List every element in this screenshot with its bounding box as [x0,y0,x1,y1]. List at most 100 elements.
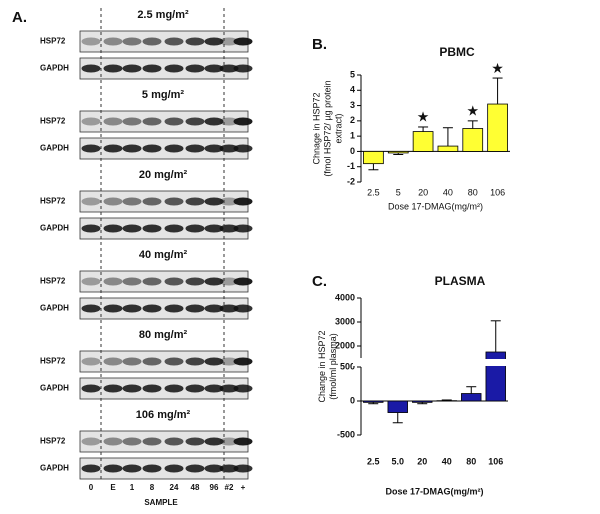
blot-band [103,224,123,233]
blot-band [204,304,224,313]
y-tick-label: 2000 [335,340,355,350]
y-tick-label: 5 [350,69,355,79]
blot-band [164,117,184,126]
x-tick-label: 80 [466,456,476,466]
blot-band [164,224,184,233]
y-axis-label: (fmol/ml plasma) [328,333,338,400]
y-tick-label: 1 [350,131,355,141]
blot-band [204,197,224,206]
lane-label: 8 [150,483,155,492]
blot-band [142,64,162,73]
row-label: HSP72 [40,277,66,286]
y-tick-label: 3 [350,100,355,110]
blot-band [185,464,205,473]
blot-band [142,357,162,366]
blot-band [164,197,184,206]
x-tick-label: 20 [417,456,427,466]
blot-band [103,437,123,446]
row-label: GAPDH [40,384,69,393]
blot-band [185,277,205,286]
blot-band [164,384,184,393]
dose-heading: 20 mg/m² [139,169,188,181]
lane-label: 0 [89,483,94,492]
y-tick-label: 2 [350,115,355,125]
bar [462,128,484,152]
blot-band [122,197,142,206]
row-label: GAPDH [40,224,69,233]
blot-band [103,304,123,313]
bar [387,400,408,413]
blot-band [122,117,142,126]
blot-band [233,144,253,153]
blot-band [233,277,253,286]
blot-band [185,357,205,366]
blot-band [81,224,101,233]
blot-band [81,304,101,313]
lane-label: + [241,483,246,492]
bar [412,400,433,403]
blot-band [233,357,253,366]
annotation: ★ [417,109,430,125]
x-tick-label: 2.5 [367,187,380,197]
blot-band [233,117,253,126]
blot-band [164,357,184,366]
y-tick-label: 500 [340,361,355,371]
panel-label: A. [12,9,27,26]
blot-band [204,224,224,233]
blot-band [185,384,205,393]
row-label: HSP72 [40,437,66,446]
blot-band [164,64,184,73]
blot-band [204,277,224,286]
axis-break [353,359,510,366]
row-label: GAPDH [40,64,69,73]
panel-label: B. [312,36,327,53]
blot-band [164,464,184,473]
blot-band [103,384,123,393]
row-label: HSP72 [40,357,66,366]
blot-band [122,64,142,73]
blot-band [204,117,224,126]
lane-label: 1 [130,483,135,492]
y-tick-label: 4 [350,85,355,95]
blot-band [164,304,184,313]
x-tick-label: 5 [396,187,401,197]
blot-band [122,144,142,153]
annotation: ★ [466,103,479,119]
x-axis-label: Dose 17-DMAG(mg/m²) [388,201,483,211]
blot-band [185,437,205,446]
row-label: GAPDH [40,464,69,473]
blot-band [103,197,123,206]
y-tick-label: 0 [350,395,355,405]
blot-band [81,144,101,153]
blot-band [233,384,253,393]
lane-label: #2 [225,483,234,492]
blot-band [164,37,184,46]
x-tick-label: 106 [490,187,505,197]
blot-band [103,357,123,366]
blot-band [204,144,224,153]
blot-band [122,357,142,366]
blot-band [233,304,253,313]
y-axis-label: Chnage in HSP72 [311,92,321,164]
lane-label: 96 [210,483,219,492]
blot-band [103,277,123,286]
blot-band [219,437,239,446]
lane-label: 24 [170,483,179,492]
blot-band [185,37,205,46]
blot-band [103,64,123,73]
blot-band [103,37,123,46]
blot-band [81,357,101,366]
blot-band [204,437,224,446]
blot-band [233,437,253,446]
dose-heading: 106 mg/m² [136,409,191,421]
blot-band [185,197,205,206]
blot-band [233,224,253,233]
y-tick-label: -1 [347,161,355,171]
blot-band [81,437,101,446]
x-axis-label: SAMPLE [144,498,178,507]
blot-band [122,224,142,233]
blot-band [142,224,162,233]
blot-band [204,357,224,366]
y-tick-label: 3000 [335,316,355,326]
